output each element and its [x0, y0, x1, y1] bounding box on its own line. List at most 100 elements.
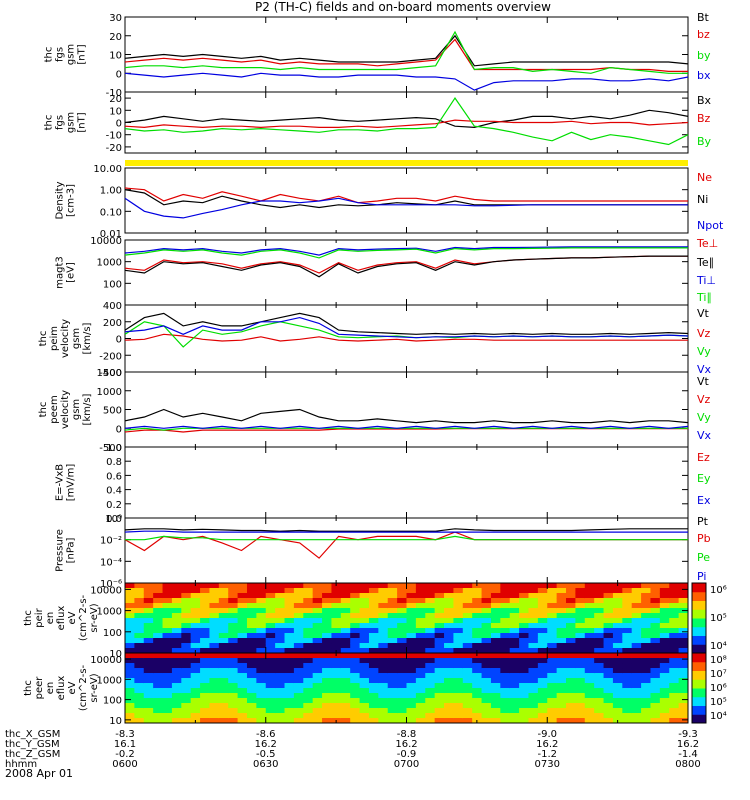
- spectrogram-cell: [415, 673, 426, 679]
- spectrogram-cell: [547, 648, 558, 654]
- spectrogram-cell: [669, 663, 680, 669]
- spectrogram-cell: [143, 693, 154, 699]
- spectrogram-cell: [612, 668, 623, 674]
- spectrogram-cell: [575, 638, 586, 644]
- spectrogram-cell: [566, 698, 576, 704]
- spectrogram-cell: [584, 703, 595, 709]
- spectrogram-cell: [594, 593, 605, 599]
- spectrogram-cell: [125, 638, 135, 644]
- spectrogram-cell: [434, 658, 445, 664]
- colorbar-tick-label: 10⁶: [710, 683, 727, 694]
- spectrogram-cell: [444, 628, 454, 634]
- spectrogram-cell: [472, 698, 483, 704]
- y-tick-label: -200: [99, 351, 122, 362]
- spectrogram-cell: [453, 653, 464, 659]
- spectrogram-cell: [678, 703, 689, 709]
- spectrogram-cell: [462, 713, 473, 719]
- spectrogram-cell: [265, 648, 276, 654]
- spectrogram-cell: [143, 608, 154, 614]
- spectrogram-cell: [575, 588, 586, 594]
- spectrogram-cell: [415, 628, 426, 634]
- spectrogram-cell: [584, 693, 595, 699]
- spectrogram-cell: [641, 688, 651, 694]
- spectrogram-cell: [490, 668, 501, 674]
- spectrogram-cell: [312, 663, 323, 669]
- y-axis-label-line: (cm^2-s-: [78, 664, 89, 711]
- spectrogram-cell: [603, 718, 614, 724]
- y-axis-label-line: gsm: [66, 44, 77, 65]
- spectrogram-cell: [190, 623, 201, 629]
- spectrogram-cell: [472, 708, 483, 714]
- spectrogram-cell: [246, 638, 257, 644]
- spectrogram-cell: [331, 623, 342, 629]
- spectrogram-cell: [378, 663, 389, 669]
- spectrogram-cell: [284, 708, 295, 714]
- spectrogram-cell: [228, 673, 239, 679]
- legend-entry: Bx: [697, 94, 712, 107]
- spectrogram-cell: [322, 633, 332, 639]
- spectrogram-cell: [275, 678, 286, 684]
- spectrogram-cell: [678, 598, 689, 604]
- spectrogram-cell: [519, 648, 529, 654]
- spectrogram-cell: [303, 608, 314, 614]
- spectrogram-cell: [509, 708, 520, 714]
- spectrogram-cell: [200, 688, 210, 694]
- spectrogram-cell: [350, 603, 361, 609]
- spectrogram-cell: [275, 708, 286, 714]
- spectrogram-cell: [584, 638, 595, 644]
- spectrogram-cell: [303, 618, 314, 624]
- spectrogram-cell: [200, 713, 210, 719]
- spectrogram-cell: [641, 648, 651, 654]
- colorbar-band: [692, 670, 706, 680]
- spectrogram-cell: [143, 648, 154, 654]
- spectrogram-cell: [490, 593, 501, 599]
- spectrogram-cell: [368, 718, 379, 724]
- spectrogram-cell: [181, 668, 192, 674]
- spectrogram-cell: [275, 668, 286, 674]
- spectrogram-cell: [237, 668, 248, 674]
- spectrogram-cell: [509, 643, 520, 649]
- spectrogram-cell: [500, 708, 511, 714]
- spectrogram-cell: [134, 678, 145, 684]
- spectrogram-cell: [509, 683, 520, 689]
- y-tick-label: 10⁻²: [100, 536, 122, 547]
- spectrogram-cell: [415, 613, 426, 619]
- spectrogram-cell: [669, 693, 680, 699]
- spectrogram-cell: [434, 708, 445, 714]
- spectrogram-cell: [490, 663, 501, 669]
- spectrogram-cell: [519, 658, 529, 664]
- spectrogram-cell: [650, 643, 661, 649]
- spectrogram-cell: [481, 703, 492, 709]
- spectrogram-cell: [340, 598, 351, 604]
- y-tick-label: 400: [103, 301, 122, 312]
- spectrogram-cell: [490, 628, 501, 634]
- spectrogram-cell: [490, 703, 501, 709]
- spectrogram-cell: [322, 598, 332, 604]
- spectrogram-cell: [162, 628, 173, 634]
- spectrogram-cell: [265, 718, 276, 724]
- spectrogram-cell: [246, 668, 257, 674]
- spectrogram-cell: [603, 583, 614, 589]
- spectrogram-cell: [603, 628, 614, 634]
- spectrogram-cell: [303, 698, 314, 704]
- spectrogram-cell: [406, 668, 417, 674]
- spectrogram-cell: [237, 673, 248, 679]
- spectrogram-cell: [256, 648, 267, 654]
- spectrogram-cell: [256, 583, 267, 589]
- spectrogram-cell: [537, 633, 548, 639]
- spectrogram-cell: [228, 603, 239, 609]
- y-axis-label: Pressure[nPa]: [55, 529, 77, 572]
- spectrogram-cell: [415, 593, 426, 599]
- spectrogram-cell: [228, 668, 239, 674]
- legend-entry: Ti∥: [696, 291, 712, 304]
- spectrogram-cell: [434, 683, 445, 689]
- spectrogram-cell: [331, 713, 342, 719]
- spectrogram-cell: [171, 703, 182, 709]
- legend-entry: bz: [697, 28, 710, 41]
- spectrogram-cell: [650, 603, 661, 609]
- spectrogram-cell: [368, 653, 379, 659]
- spectrogram-cell: [378, 673, 389, 679]
- spectrogram-cell: [181, 598, 192, 604]
- spectrogram-cell: [612, 628, 623, 634]
